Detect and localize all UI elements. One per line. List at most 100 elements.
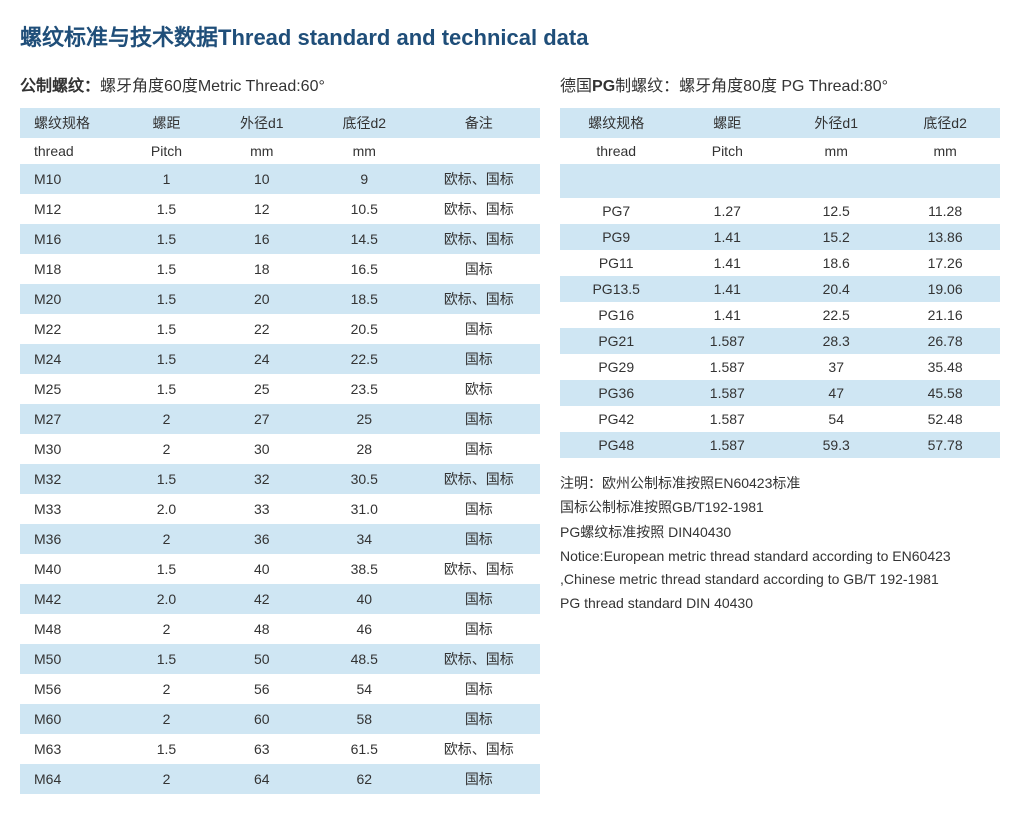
table-cell: 12.5 (782, 198, 890, 224)
table-cell: 2 (120, 524, 212, 554)
table-cell: 20.5 (311, 314, 418, 344)
table-cell: 欧标、国标 (418, 224, 540, 254)
col-bd-en: mm (890, 138, 1000, 164)
table-row: M5625654国标 (20, 674, 540, 704)
table-cell: 31.0 (311, 494, 418, 524)
note-line: Notice:European metric thread standard a… (560, 545, 1000, 590)
table-cell: 40 (311, 584, 418, 614)
table-cell: 国标 (418, 764, 540, 794)
table-row: M3623634国标 (20, 524, 540, 554)
table-row: M501.55048.5欧标、国标 (20, 644, 540, 674)
subhead-pg-pre: 德国 (560, 78, 592, 95)
table-cell: PG48 (560, 432, 672, 458)
table-cell: 9 (311, 164, 418, 194)
table-row: M321.53230.5欧标、国标 (20, 464, 540, 494)
col-spec-en: thread (20, 138, 120, 164)
table-cell: 国标 (418, 314, 540, 344)
table-row: PG291.5873735.48 (560, 354, 1000, 380)
table-cell: 27 (213, 404, 311, 434)
table-cell: 欧标 (418, 374, 540, 404)
table-cell: 欧标、国标 (418, 284, 540, 314)
col-pitch-cn: 螺距 (672, 108, 782, 138)
table-row: PG361.5874745.58 (560, 380, 1000, 406)
subhead-metric-text: 螺牙角度60度Metric Thread:60° (100, 78, 325, 95)
table-cell: 36 (213, 524, 311, 554)
table-cell: 28.3 (782, 328, 890, 354)
table-cell: 18 (213, 254, 311, 284)
table-cell: 10.5 (311, 194, 418, 224)
table-cell: 欧标、国标 (418, 644, 540, 674)
table-cell: 2 (120, 614, 212, 644)
table-cell: 61.5 (311, 734, 418, 764)
table-cell: 34 (311, 524, 418, 554)
table-cell: PG11 (560, 250, 672, 276)
table-cell: 33 (213, 494, 311, 524)
table-row: M241.52422.5国标 (20, 344, 540, 374)
table-cell: 1.587 (672, 354, 782, 380)
table-cell: 欧标、国标 (418, 164, 540, 194)
table-cell: 28 (311, 434, 418, 464)
table-cell: 国标 (418, 434, 540, 464)
table-cell: PG36 (560, 380, 672, 406)
table-cell: M50 (20, 644, 120, 674)
table-row: M3023028国标 (20, 434, 540, 464)
table-cell: M64 (20, 764, 120, 794)
col-bd-cn: 底径d2 (890, 108, 1000, 138)
table-cell: 1.5 (120, 644, 212, 674)
col-pitch-cn: 螺距 (120, 108, 212, 138)
page-title: 螺纹标准与技术数据Thread standard and technical d… (20, 20, 1009, 52)
table-cell: 30.5 (311, 464, 418, 494)
table-cell: 25 (311, 404, 418, 434)
table-cell: 54 (782, 406, 890, 432)
table-cell: M36 (20, 524, 120, 554)
table-cell: 1.27 (672, 198, 782, 224)
table-cell: 14.5 (311, 224, 418, 254)
table-cell: M22 (20, 314, 120, 344)
subhead-metric: 公制螺纹：螺牙角度60度Metric Thread:60° (20, 72, 560, 96)
table-cell: 1.587 (672, 432, 782, 458)
table-cell (560, 164, 672, 198)
table-row: PG421.5875452.48 (560, 406, 1000, 432)
table-row: M422.04240国标 (20, 584, 540, 614)
table-row: M631.56361.5欧标、国标 (20, 734, 540, 764)
metric-thread-table: 螺纹规格 螺距 外径d1 底径d2 备注 thread Pitch mm mm … (20, 108, 540, 794)
table-cell: PG21 (560, 328, 672, 354)
table-cell: 22.5 (782, 302, 890, 328)
table-cell: 1.41 (672, 224, 782, 250)
table-cell: M63 (20, 734, 120, 764)
table-cell: 19.06 (890, 276, 1000, 302)
table-row: PG161.4122.521.16 (560, 302, 1000, 328)
table-cell: 11.28 (890, 198, 1000, 224)
table-cell: 1.5 (120, 464, 212, 494)
table-cell: 62 (311, 764, 418, 794)
pg-thread-table: 螺纹规格 螺距 外径d1 底径d2 thread Pitch mm mm PG7… (560, 108, 1000, 458)
table-cell: 2 (120, 434, 212, 464)
table-cell: M24 (20, 344, 120, 374)
table-row: PG91.4115.213.86 (560, 224, 1000, 250)
table-row: PG481.58759.357.78 (560, 432, 1000, 458)
table-cell (890, 164, 1000, 198)
table-cell: 1.41 (672, 276, 782, 302)
col-pitch-en: Pitch (120, 138, 212, 164)
table-row: M201.52018.5欧标、国标 (20, 284, 540, 314)
table-cell: 2 (120, 674, 212, 704)
table-cell: 18.5 (311, 284, 418, 314)
col-spec-cn: 螺纹规格 (20, 108, 120, 138)
table-cell (782, 164, 890, 198)
table-cell (672, 164, 782, 198)
table-cell: 国标 (418, 344, 540, 374)
table-cell: 48.5 (311, 644, 418, 674)
table-cell: 35.48 (890, 354, 1000, 380)
table-cell: 1.5 (120, 194, 212, 224)
table-cell: 20 (213, 284, 311, 314)
table-cell: 1.5 (120, 314, 212, 344)
table-cell: 国标 (418, 614, 540, 644)
table-cell: 50 (213, 644, 311, 674)
table-cell: 24 (213, 344, 311, 374)
table-cell: 21.16 (890, 302, 1000, 328)
table-cell: 欧标、国标 (418, 464, 540, 494)
table-cell: M30 (20, 434, 120, 464)
table-row: M101109欧标、国标 (20, 164, 540, 194)
table-cell: 18.6 (782, 250, 890, 276)
table-cell: 16 (213, 224, 311, 254)
